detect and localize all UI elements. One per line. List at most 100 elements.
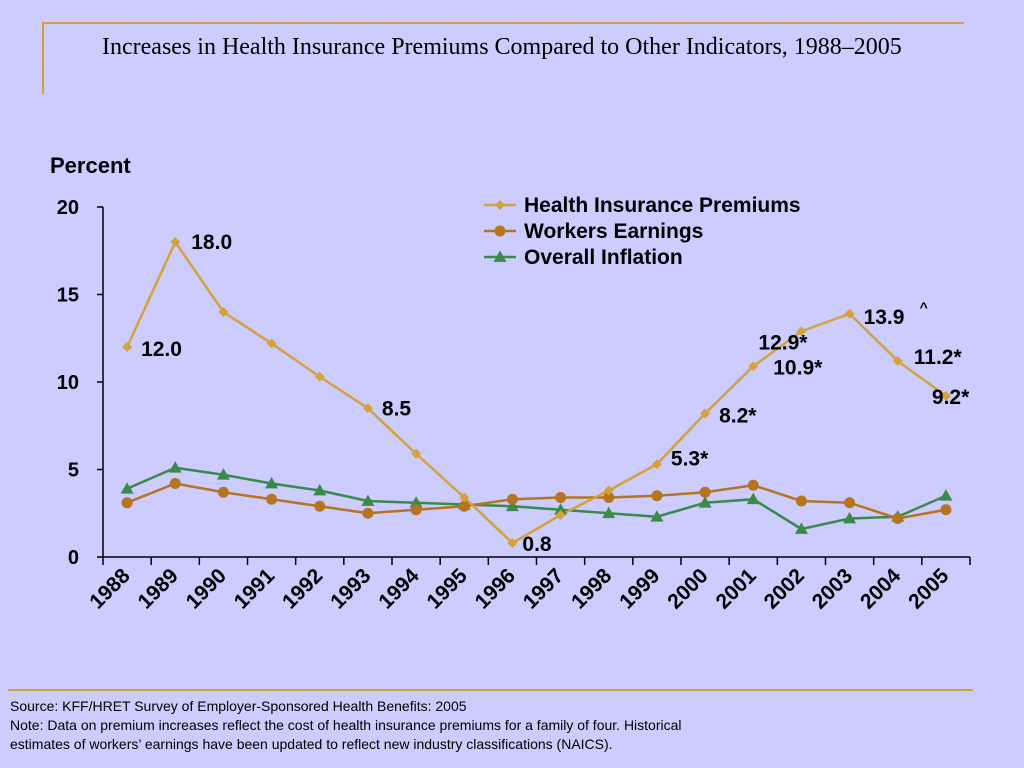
data-point-diamond xyxy=(940,391,951,401)
x-tick-label: 1999 xyxy=(615,564,664,613)
series-line-diamond xyxy=(125,240,947,545)
legend-label: Workers Earnings xyxy=(524,220,703,243)
data-point-diamond xyxy=(603,485,614,496)
data-label: 10.9* xyxy=(773,356,823,379)
x-tick-label: 1996 xyxy=(471,564,520,613)
data-point-circle xyxy=(795,495,807,507)
x-tick-label: 1993 xyxy=(326,564,375,613)
left-rule xyxy=(42,22,44,94)
data-point-triangle xyxy=(794,522,808,534)
y-tick-label: 10 xyxy=(57,372,79,394)
series-line-triangle xyxy=(126,466,947,531)
x-tick-label: 2000 xyxy=(663,564,712,613)
data-point-triangle xyxy=(409,496,423,508)
data-point-circle xyxy=(362,507,374,519)
data-point-triangle xyxy=(361,494,375,506)
data-label: 9.2* xyxy=(932,386,970,409)
note-line-1: Note: Data on premium increases reflect … xyxy=(10,717,682,733)
data-point-diamond xyxy=(218,307,229,317)
axes: 0 5 10 15 20 19881989199019911992199319941995… xyxy=(57,197,971,614)
data-label: 5.3* xyxy=(671,447,709,470)
data-point-triangle xyxy=(746,492,760,505)
x-tick-label: 2005 xyxy=(904,564,954,614)
top-rule xyxy=(42,22,964,24)
data-point-diamond xyxy=(411,448,422,459)
x-tick-label: 1994 xyxy=(374,564,424,614)
data-point-diamond xyxy=(892,356,903,366)
data-point-triangle xyxy=(216,468,230,480)
y-axis-label: Percent xyxy=(50,153,131,178)
data-point-diamond xyxy=(122,342,133,352)
note-line-2: estimates of workers’ earnings have been… xyxy=(10,736,613,752)
data-point-diamond xyxy=(700,408,711,419)
series-markers xyxy=(120,237,953,548)
data-point-diamond xyxy=(170,237,181,247)
data-point-diamond xyxy=(459,492,470,503)
series-line-circle xyxy=(126,482,947,520)
data-point-diamond xyxy=(651,459,662,470)
data-label: 13.9 xyxy=(864,306,905,329)
data-point-circle xyxy=(410,504,422,516)
y-tick-label: 15 xyxy=(57,285,79,307)
x-tick-label: 2004 xyxy=(856,564,906,614)
data-point-triangle xyxy=(698,496,712,508)
data-label: 8.2* xyxy=(719,405,757,428)
bottom-rule xyxy=(8,689,973,691)
y-tick-label: 0 xyxy=(68,547,79,569)
data-point-diamond xyxy=(555,510,566,520)
data-point-circle xyxy=(555,492,567,503)
chart-title: Increases in Health Insurance Premiums C… xyxy=(102,34,902,60)
data-point-triangle xyxy=(554,503,568,515)
data-labels: 12.0 18.0 8.5 0.8 5.3* 8.2* 10.9*12.9* 13.9 ^ 11.… xyxy=(141,231,970,556)
x-tick-label: 1989 xyxy=(133,564,182,613)
legend: Health Insurance Premiums Workers Earning… xyxy=(484,194,801,269)
data-point-circle xyxy=(940,504,952,516)
data-point-diamond xyxy=(844,308,855,319)
y-tick-label: 5 xyxy=(68,460,79,482)
data-label: 8.5 xyxy=(382,397,412,420)
data-point-triangle xyxy=(505,499,519,512)
data-label: 12.9* xyxy=(758,331,808,354)
data-point-circle xyxy=(892,513,904,524)
data-point-circle xyxy=(217,486,229,498)
x-tick-label: 2001 xyxy=(711,564,761,614)
data-point-circle xyxy=(458,500,470,512)
data-point-triangle xyxy=(650,510,664,522)
data-point-circle xyxy=(121,497,133,509)
data-point-circle xyxy=(169,478,181,489)
source-note: Source: KFF/HRET Survey of Employer-Spon… xyxy=(10,698,467,714)
legend-label: Overall Inflation xyxy=(524,246,683,269)
data-point-triangle xyxy=(939,489,953,501)
x-tick-label: 1991 xyxy=(230,564,280,614)
legend-marker-triangle xyxy=(493,250,507,262)
data-point-triangle xyxy=(120,482,134,494)
data-point-circle xyxy=(699,486,711,498)
data-point-circle xyxy=(314,500,326,512)
data-point-triangle xyxy=(313,484,327,496)
x-tick-label: 1995 xyxy=(422,564,472,614)
data-label: 0.8 xyxy=(522,533,552,556)
data-point-circle xyxy=(747,479,759,491)
data-point-circle xyxy=(651,490,663,502)
data-point-triangle xyxy=(265,477,279,489)
x-tick-label: 1998 xyxy=(567,564,617,614)
x-tick-label: 2002 xyxy=(760,564,809,613)
data-label: 18.0 xyxy=(191,231,232,254)
x-tick-label: 1990 xyxy=(182,564,231,613)
data-point-circle xyxy=(844,497,856,509)
data-point-circle xyxy=(266,493,278,505)
series-lines xyxy=(125,240,947,545)
x-tick-label: 1997 xyxy=(519,564,568,613)
legend-label: Health Insurance Premiums xyxy=(524,194,801,217)
data-label: 12.0 xyxy=(141,338,182,361)
data-label-superscript: ^ xyxy=(920,299,928,315)
data-point-circle xyxy=(506,493,518,505)
data-point-circle xyxy=(603,492,615,503)
data-point-diamond xyxy=(748,361,759,372)
legend-marker-diamond xyxy=(495,200,505,210)
legend-marker-circle xyxy=(494,225,506,237)
data-point-triangle xyxy=(843,512,857,524)
x-tick-label: 2003 xyxy=(808,564,857,613)
y-tick-label: 20 xyxy=(57,197,79,219)
data-point-diamond xyxy=(266,338,277,349)
